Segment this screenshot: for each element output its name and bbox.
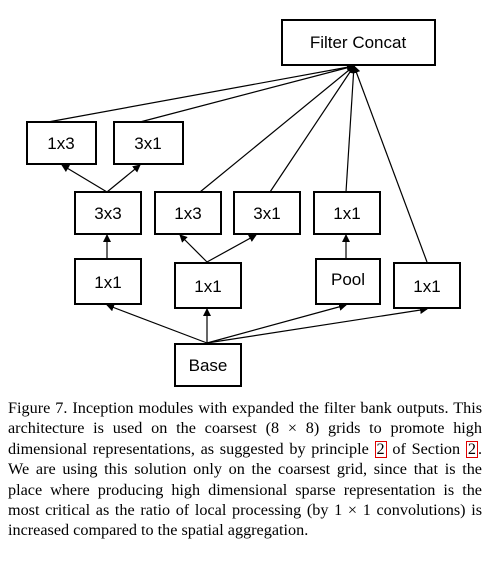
caption-text-2: of Section [386,439,466,458]
node-3x1-mid: 3x1 [233,191,301,235]
edge-1x3-top-to-concat [47,63,355,123]
edge-3x3-to-3x1 [106,164,141,193]
edge-1x1-right-to-concat [352,65,428,263]
node-1x3-mid-label: 1x3 [174,204,201,223]
principle-ref-link[interactable]: 2 [374,439,387,458]
node-base-label: Base [189,356,228,375]
edges-middle [103,234,350,263]
node-1x1-left-label: 1x1 [94,273,121,292]
node-1x1-mid-top-label: 1x1 [333,204,360,223]
edges-3x3-split [61,164,141,193]
node-base: Base [174,343,242,387]
edge-1x1-mid-to-1x3 [179,234,208,263]
edges-to-concat [47,63,428,263]
edges-from-base [106,302,428,344]
node-3x3: 3x3 [74,191,142,235]
edge-base-to-1x1-left [106,303,208,344]
node-1x3-top: 1x3 [26,121,97,165]
node-pool: Pool [315,258,381,305]
edge-base-to-pool [206,302,347,344]
caption-text-3: . We are using this solution only on the… [8,439,482,540]
inception-module-diagram: Filter Concat 1x3 3x1 3x3 1x3 3x1 1x1 1x… [26,19,461,387]
caption-text-1: Figure 7. Inception modules with expande… [8,399,482,458]
edge-1x1-mid-to-concat [345,65,358,193]
edge-1x1-mid-to-3x1 [206,234,257,263]
node-pool-label: Pool [331,270,365,289]
node-1x1-mid-top: 1x1 [313,191,381,235]
section-ref-link[interactable]: 2 [465,439,478,458]
node-3x1-top-label: 3x1 [134,134,161,153]
node-1x1-right: 1x1 [393,262,461,309]
node-1x1-mid: 1x1 [174,262,242,309]
node-1x1-left: 1x1 [74,258,142,305]
node-1x1-right-label: 1x1 [413,277,440,296]
node-1x3-top-label: 1x3 [47,134,74,153]
node-1x1-mid-label: 1x1 [194,277,221,296]
figure-caption: Figure 7. Inception modules with expande… [8,398,482,541]
edge-3x3-to-1x3 [61,164,108,193]
node-3x3-label: 3x3 [94,204,121,223]
edge-1x3-mid-to-concat [199,65,355,193]
node-1x3-mid: 1x3 [154,191,222,235]
node-3x1-top: 3x1 [113,121,184,165]
edge-3x1-top-to-concat [139,63,355,123]
node-filter-concat-label: Filter Concat [310,33,407,52]
edge-3x1-mid-to-concat [269,65,355,193]
node-filter-concat: Filter Concat [281,19,436,66]
edge-base-to-1x1-right [206,306,428,344]
node-3x1-mid-label: 3x1 [253,204,280,223]
